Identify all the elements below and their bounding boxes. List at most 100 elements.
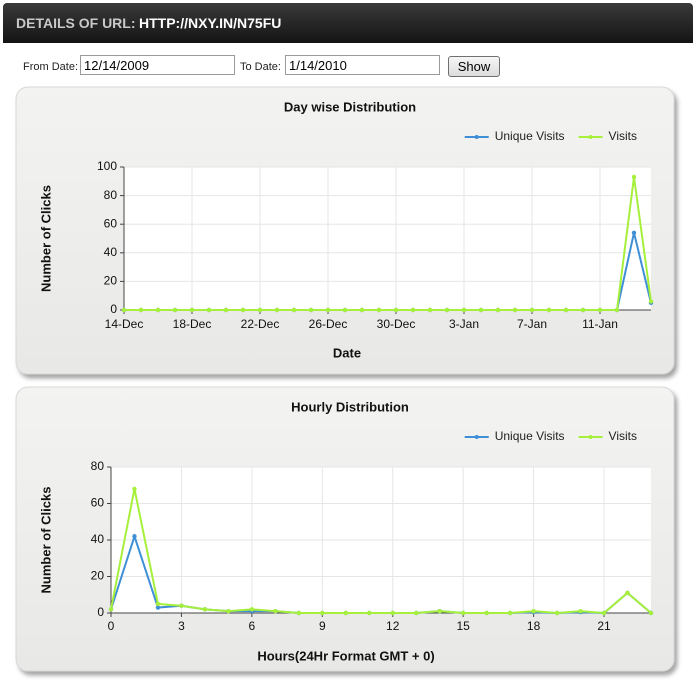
x-tick-label: 14-Dec [105,317,144,331]
y-axis-title: Number of Clicks [38,487,53,594]
data-point [414,610,419,616]
x-tick-label: 18-Dec [173,317,212,331]
x-axis-title: Hours(24Hr Format GMT + 0) [257,648,434,663]
data-point [484,610,489,616]
data-point [226,608,231,614]
y-tick-label: 0 [110,302,117,316]
data-point [155,307,161,313]
chart-title: Hourly Distribution [291,399,409,414]
x-tick-label: 3-Jan [449,317,479,331]
data-point [580,307,586,313]
series-line [124,176,652,311]
legend-key-dot [588,435,593,439]
data-point [179,603,184,608]
data-point [427,307,433,313]
data-point [172,307,178,313]
x-tick-label: 9 [319,619,326,633]
header-bar: DETAILS OF URL: HTTP://NXY.IN/N75FU [3,3,693,43]
series-line [110,488,652,615]
data-point [507,610,513,616]
data-point [202,607,208,612]
data-point [376,307,382,313]
to-label: To Date: [240,61,281,73]
from-label: From Date: [23,61,79,73]
data-point [121,307,127,313]
legend-key-dot [588,135,593,139]
data-point [393,307,399,313]
data-point [343,610,348,616]
x-tick-label: 12 [386,619,400,633]
legend-key-dot [474,135,479,139]
data-point [478,307,484,313]
data-point [308,307,314,313]
data-point [274,307,280,313]
y-tick-label: 60 [91,496,105,510]
legend-label: Unique Visits [495,429,565,443]
x-tick-label: 15 [456,619,470,633]
x-tick-label: 3 [178,619,185,633]
data-point [554,610,560,616]
data-point [648,610,654,616]
data-point [342,307,348,313]
data-point [625,590,630,596]
data-point [512,307,518,313]
data-point [206,307,212,313]
data-point [460,610,466,616]
data-point [359,307,365,313]
data-point [257,307,263,313]
from-input[interactable]: 12/14/2009 [80,55,235,75]
data-point [132,486,137,492]
data-point [108,607,114,612]
data-point [138,307,144,313]
data-point [325,307,331,313]
data-point [461,307,467,313]
data-point [531,608,536,614]
data-point [390,610,395,616]
to-input[interactable]: 1/14/2010 [285,55,440,75]
data-point [529,307,535,313]
y-tick-label: 60 [104,216,118,230]
legend-label: Visits [609,429,637,443]
y-tick-label: 20 [91,569,105,583]
x-axis-title: Date [333,345,361,360]
x-tick-label: 30-Dec [377,317,416,331]
x-tick-label: 7-Jan [517,317,547,331]
data-point [563,307,569,313]
legend-label: Visits [609,129,637,143]
legend-label: Unique Visits [495,129,565,143]
data-point [410,307,416,313]
data-point [631,230,637,235]
data-point [444,307,450,313]
data-point [296,610,302,616]
y-tick-label: 40 [104,245,118,259]
x-tick-label: 22-Dec [241,317,280,331]
data-point [155,601,161,607]
data-point [249,607,255,612]
data-point [495,307,501,313]
y-tick-label: 100 [97,159,117,173]
data-point [631,174,637,180]
data-point [273,608,278,614]
x-tick-label: 6 [249,619,256,633]
plot-area [124,167,651,310]
show-button[interactable]: Show [448,56,500,77]
data-point [367,610,372,616]
x-tick-label: 11-Jan [582,317,618,331]
x-tick-label: 21 [597,619,611,633]
x-tick-label: 0 [108,619,115,633]
data-point [578,608,583,614]
y-tick-label: 80 [104,188,118,202]
data-point [648,299,654,304]
data-point [597,307,603,313]
y-axis-title: Number of Clicks [38,185,53,292]
data-point [437,608,442,614]
data-point [132,534,137,539]
data-point [189,307,195,313]
x-tick-label: 26-Dec [309,317,348,331]
data-point [240,307,246,313]
data-point [291,307,297,313]
data-point [601,610,607,616]
data-point [223,307,229,313]
y-tick-label: 20 [104,274,118,288]
